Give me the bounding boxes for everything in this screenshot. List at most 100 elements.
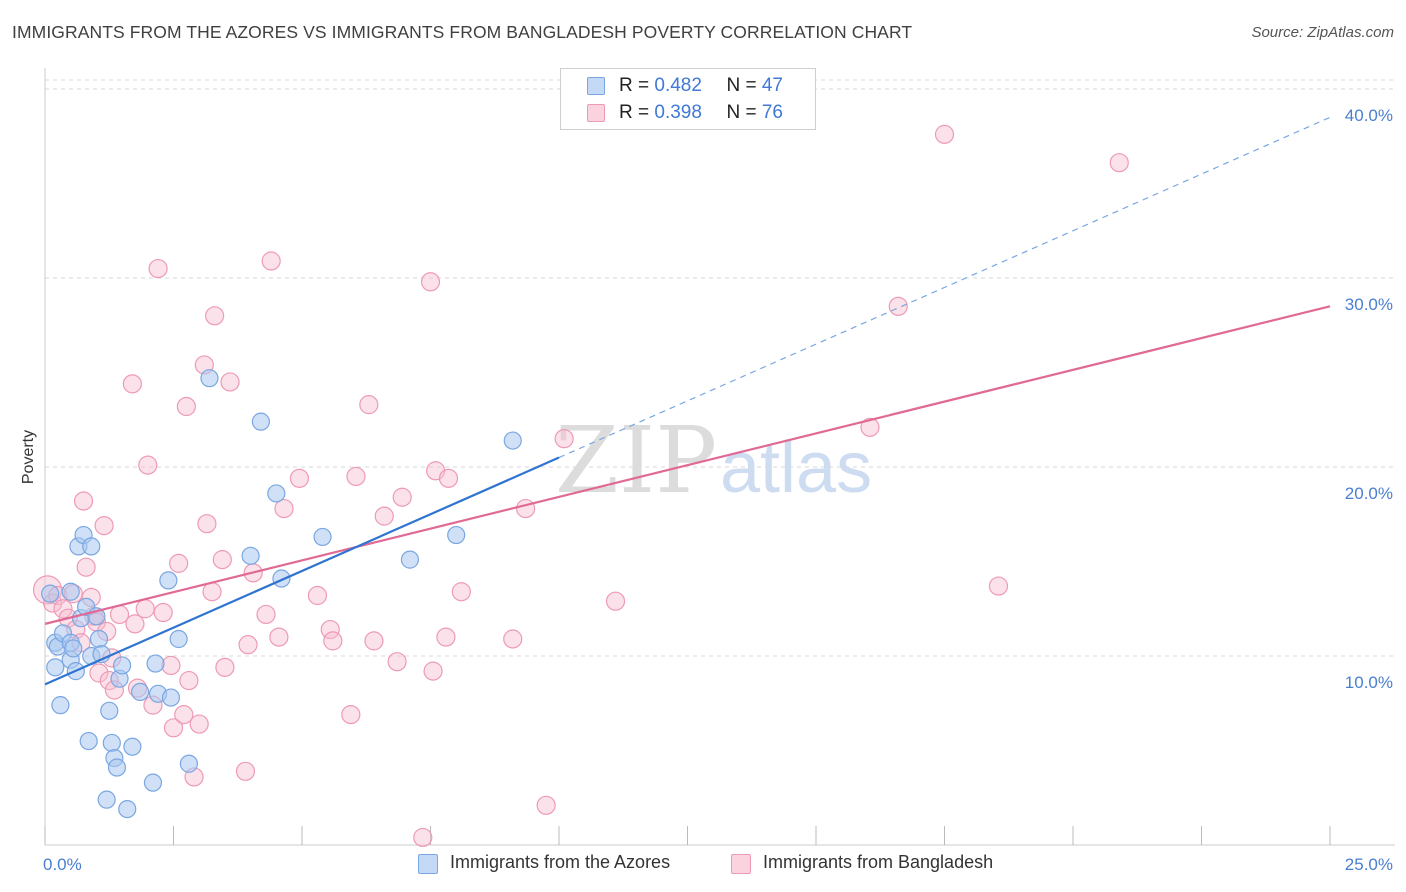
bangladesh-point [256, 604, 276, 625]
bangladesh-point [202, 582, 222, 602]
azores-point [179, 754, 199, 773]
tick-labels: 10.0% 20.0% 30.0% 40.0% 0.0% 25.0% [43, 106, 1393, 874]
bangladesh-point [515, 498, 536, 519]
bangladesh-legend-swatch [731, 854, 751, 874]
azores-point [267, 484, 286, 503]
bangladesh-point [605, 591, 626, 611]
trend-lines [44, 116, 1331, 686]
bangladesh-point [289, 468, 310, 488]
bangladesh-point [387, 652, 407, 672]
bangladesh-point [364, 631, 384, 651]
bangladesh-point [536, 795, 556, 815]
bangladesh-point [307, 585, 328, 606]
bangladesh-point [451, 582, 471, 602]
watermark: ZIP atlas [555, 407, 872, 514]
bangladesh-legend-label: Immigrants from Bangladesh [763, 852, 994, 872]
bangladesh-point [176, 396, 196, 417]
bangladesh-point [153, 602, 173, 623]
bangladesh-point [179, 670, 199, 691]
azores-point [102, 733, 121, 753]
y-tick-label: 10.0% [1345, 673, 1393, 692]
bangladesh-point [988, 576, 1009, 596]
legend-r-value: 0.398 [654, 102, 702, 123]
x-tick-label: 25.0% [1345, 855, 1393, 874]
azores-legend-swatch [418, 854, 438, 874]
azores-point [79, 731, 98, 751]
y-axis-label: Poverty [20, 430, 37, 484]
azores-point [313, 527, 332, 547]
bangladesh-point [374, 506, 394, 526]
bangladesh-point [274, 498, 294, 519]
y-tick-label: 30.0% [1345, 295, 1393, 314]
azores-point [123, 737, 142, 756]
bangladesh-point [261, 251, 281, 271]
azores-trend-extension [558, 116, 1331, 459]
legend-r-label: R = [619, 102, 655, 123]
azores-point [51, 696, 70, 715]
bangladesh-point [413, 827, 433, 848]
azores-swatch [587, 77, 605, 95]
bangladesh-point [503, 629, 523, 649]
azores-point [118, 799, 137, 819]
legend-r-label: R = [619, 75, 655, 96]
bangladesh-point [220, 372, 240, 392]
bangladesh-point [94, 515, 114, 536]
y-tick-label: 40.0% [1345, 106, 1393, 125]
azores-point [146, 654, 165, 673]
bangladesh-point [934, 124, 955, 144]
azores-point [130, 682, 150, 702]
legend-n-value: 76 [761, 102, 783, 123]
azores-point [64, 639, 83, 658]
azores-point [251, 412, 270, 431]
azores-point [241, 546, 260, 565]
azores-point [46, 658, 65, 677]
azores-trend-line [44, 456, 560, 686]
bangladesh-point [238, 635, 258, 655]
bangladesh-point [53, 599, 73, 619]
bangladesh-point [197, 514, 217, 534]
azores-point [41, 584, 60, 603]
bangladesh-point [189, 714, 209, 734]
legend-r-value: 0.482 [654, 75, 702, 96]
bangladesh-point [554, 429, 574, 449]
bangladesh-point [205, 306, 225, 326]
bangladesh-point [346, 466, 366, 487]
azores-points [41, 369, 522, 819]
azores-point [100, 701, 119, 720]
bangladesh-point [438, 468, 459, 488]
azores-point [82, 537, 101, 556]
x-tick-label: 0.0% [43, 855, 82, 874]
bangladesh-point [323, 631, 343, 651]
bangladesh-point [359, 395, 379, 415]
bangladesh-point [423, 661, 443, 681]
bangladesh-point [212, 550, 232, 570]
bangladesh-point [420, 272, 441, 292]
azores-point [97, 790, 116, 809]
bangladesh-point [163, 718, 184, 738]
bangladesh-point [76, 557, 96, 577]
bangladesh-point [148, 258, 168, 279]
legend-n-label: N = [726, 75, 762, 96]
azores-legend-label: Immigrants from the Azores [450, 852, 671, 872]
bangladesh-point [436, 627, 456, 647]
azores-point [112, 656, 132, 675]
watermark-zip: ZIP [555, 407, 717, 514]
bangladesh-point [73, 491, 94, 511]
stats-legend: R = 0.482 N = 47 R = 0.398 N = 76 [560, 68, 816, 130]
bangladesh-point [269, 627, 289, 647]
bangladesh-point [122, 374, 142, 394]
bangladesh-point [89, 663, 109, 683]
bangladesh-point [1109, 153, 1129, 173]
bangladesh-point [169, 553, 189, 573]
azores-point [503, 431, 522, 450]
bangladesh-point [174, 704, 194, 725]
azores-point [400, 550, 420, 569]
azores-point [107, 758, 127, 777]
bangladesh-point [320, 619, 340, 640]
azores-point [143, 773, 163, 792]
legend-n-value: 47 [761, 75, 783, 96]
bangladesh-point [860, 417, 880, 437]
y-tick-label: 20.0% [1345, 484, 1393, 503]
bangladesh-point [215, 657, 235, 677]
